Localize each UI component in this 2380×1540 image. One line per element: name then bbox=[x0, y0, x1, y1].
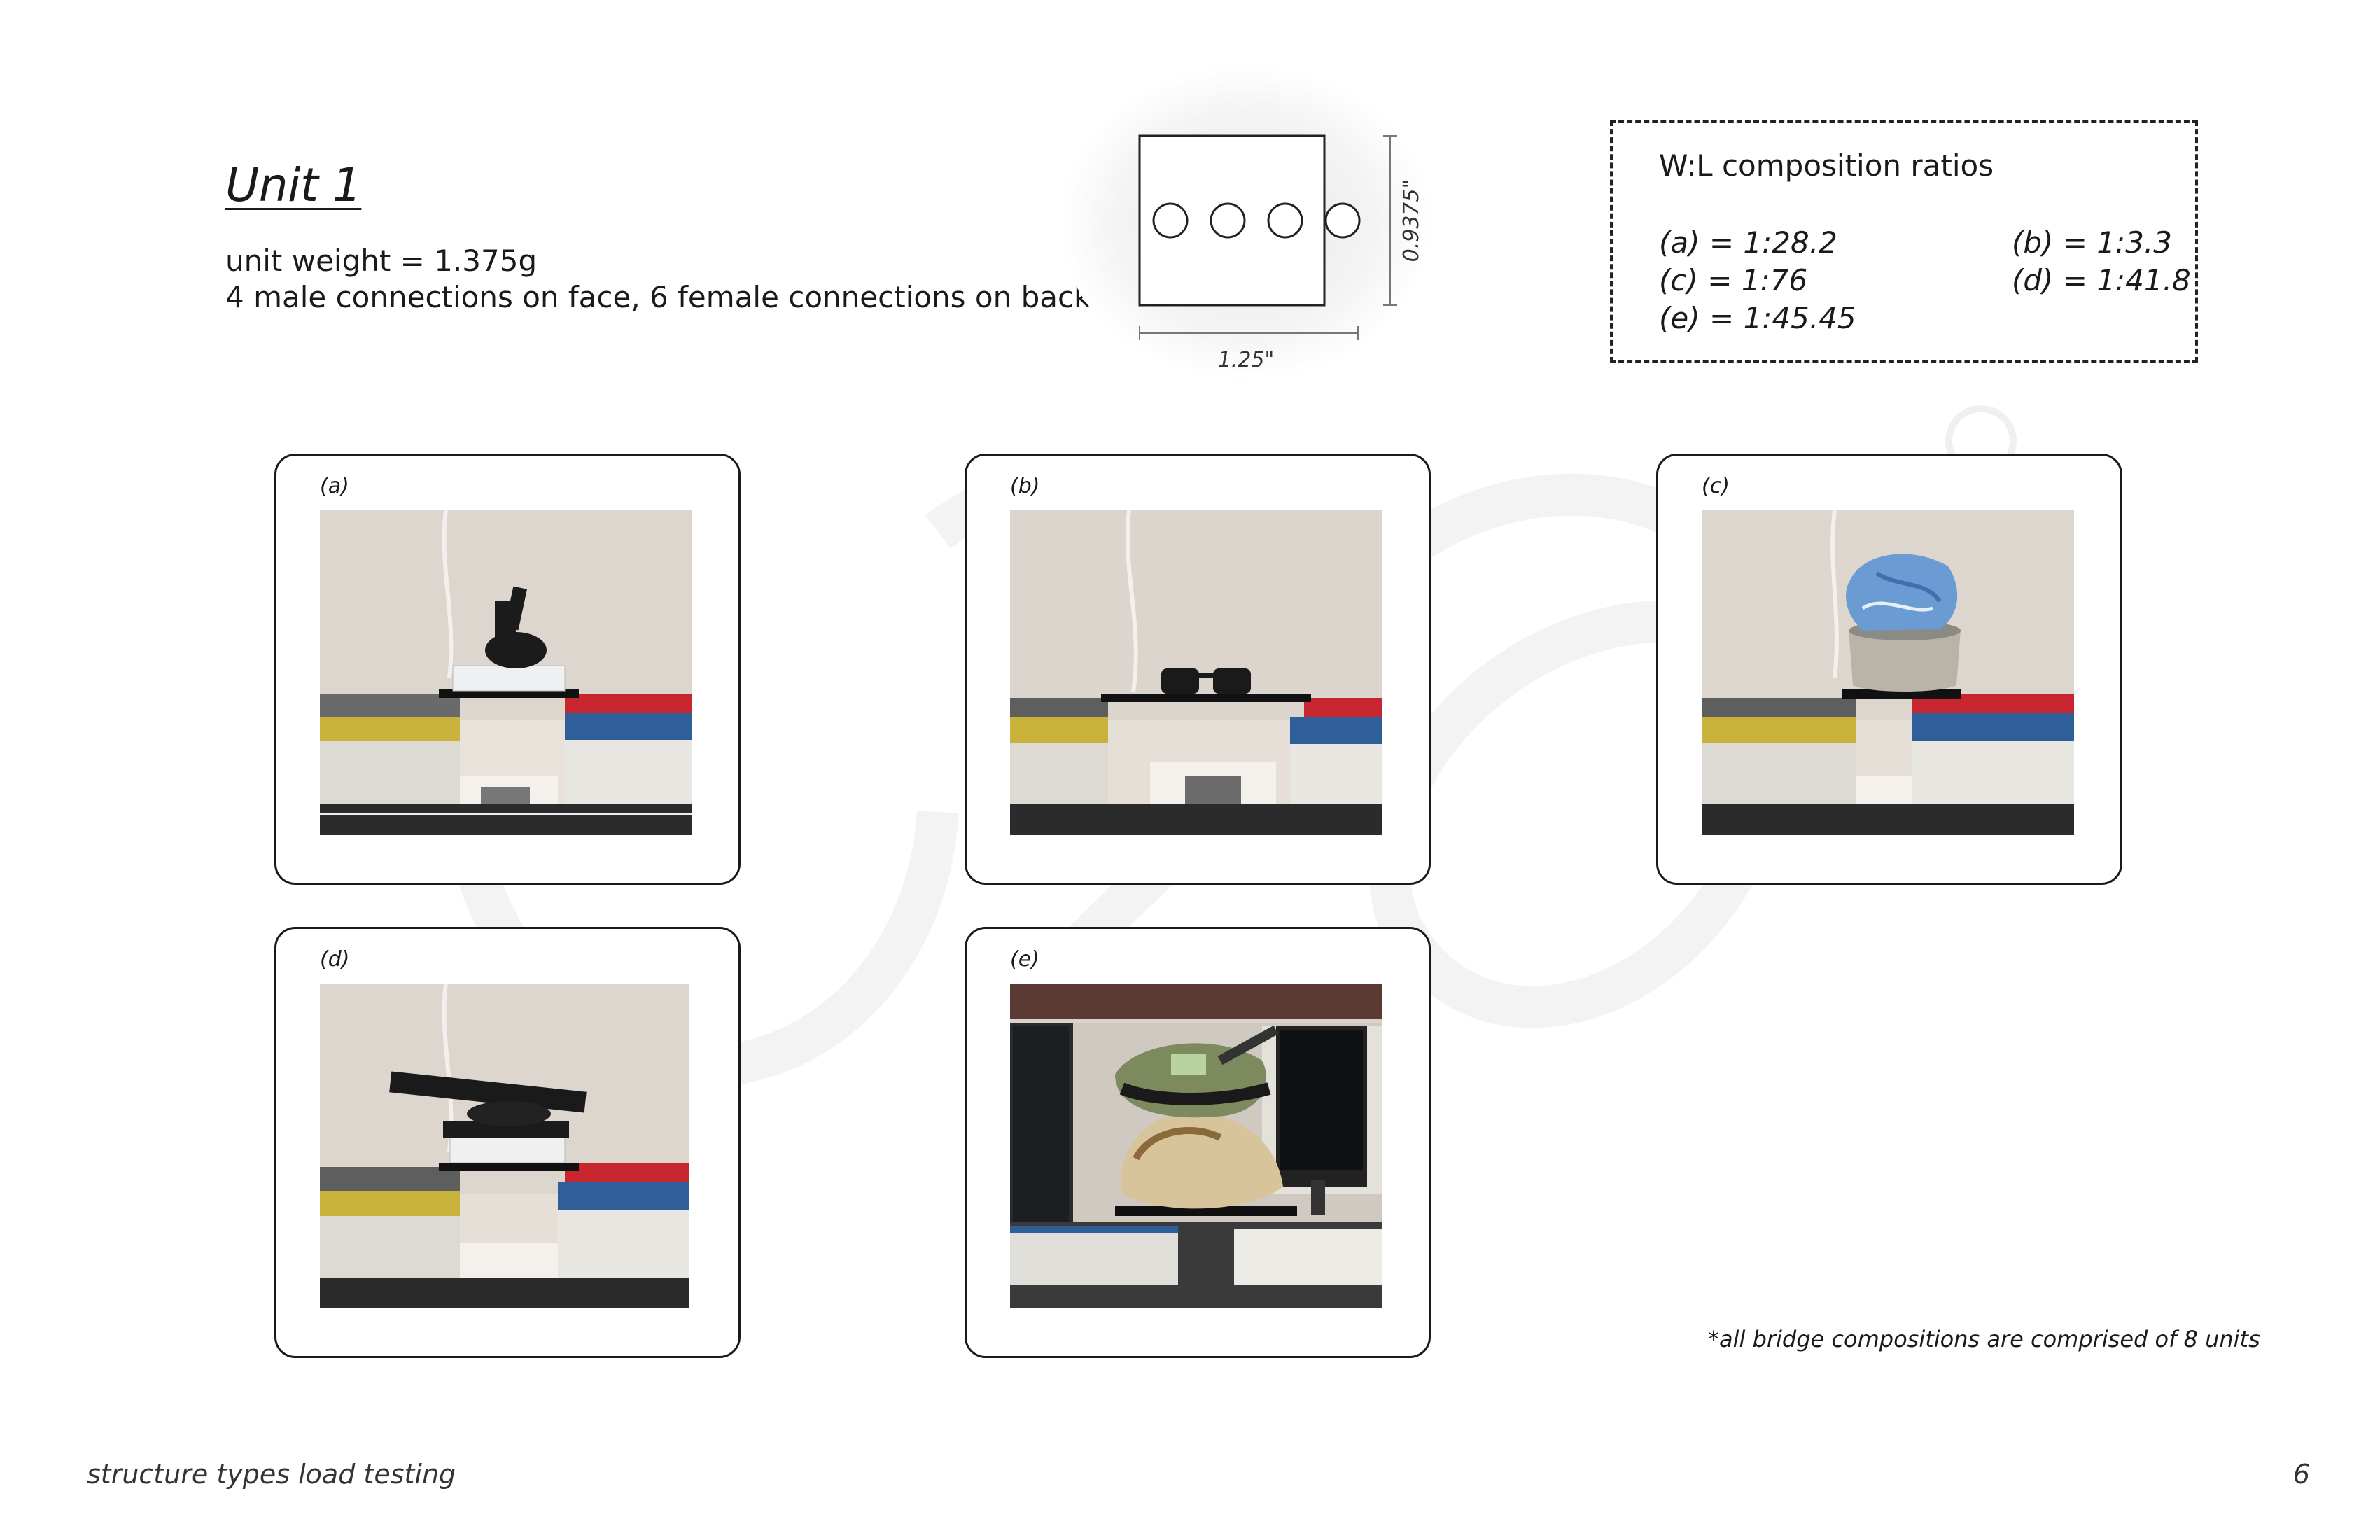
unit-connections: 4 male connections on face, 6 female con… bbox=[225, 280, 1091, 314]
ratio-a: (a) = 1:28.2 bbox=[1659, 225, 1837, 260]
load-test-photo bbox=[1010, 510, 1382, 835]
photo-label: (b) bbox=[1010, 474, 1040, 498]
connection-circle bbox=[1210, 202, 1246, 239]
photo-card-a: (a) bbox=[274, 454, 741, 885]
width-dimension-label: 1.25" bbox=[1218, 348, 1275, 372]
photo-label: (d) bbox=[320, 947, 350, 972]
load-test-photo bbox=[320, 510, 692, 835]
photo-label: (e) bbox=[1010, 947, 1040, 972]
unit-weight: unit weight = 1.375g bbox=[225, 244, 538, 278]
photo-card-b: (b) bbox=[965, 454, 1431, 885]
photo-card-c: (c) bbox=[1656, 454, 2122, 885]
ratio-c: (c) = 1:76 bbox=[1659, 263, 1808, 298]
unit-diagram: 1.25" 0.9375" bbox=[1060, 65, 1432, 380]
photo-label: (a) bbox=[320, 474, 349, 498]
load-test-photo bbox=[320, 983, 692, 1308]
page-number: 6 bbox=[2292, 1459, 2310, 1490]
photo-label: (c) bbox=[1702, 474, 1730, 498]
photo-card-d: (d) bbox=[274, 927, 741, 1358]
ratios-title: W:L composition ratios bbox=[1659, 148, 1994, 183]
footnote: *all bridge compositions are comprised o… bbox=[1708, 1326, 2260, 1352]
footer-title: structure types load testing bbox=[87, 1459, 456, 1490]
ratio-d: (d) = 1:41.8 bbox=[2012, 263, 2191, 298]
unit-title: Unit 1 bbox=[225, 158, 362, 212]
ratio-e: (e) = 1:45.45 bbox=[1659, 301, 1856, 335]
load-test-photo bbox=[1702, 510, 2074, 835]
connection-circle bbox=[1267, 202, 1303, 239]
ratio-b: (b) = 1:3.3 bbox=[2012, 225, 2172, 260]
connection-circle bbox=[1324, 202, 1361, 239]
connection-circle bbox=[1152, 202, 1189, 239]
load-test-photo bbox=[1010, 983, 1382, 1308]
composition-ratios-box: W:L composition ratios (a) = 1:28.2 (b) … bbox=[1610, 120, 2198, 363]
height-dimension-label: 0.9375" bbox=[1399, 179, 1424, 262]
photo-card-e: (e) bbox=[965, 927, 1431, 1358]
